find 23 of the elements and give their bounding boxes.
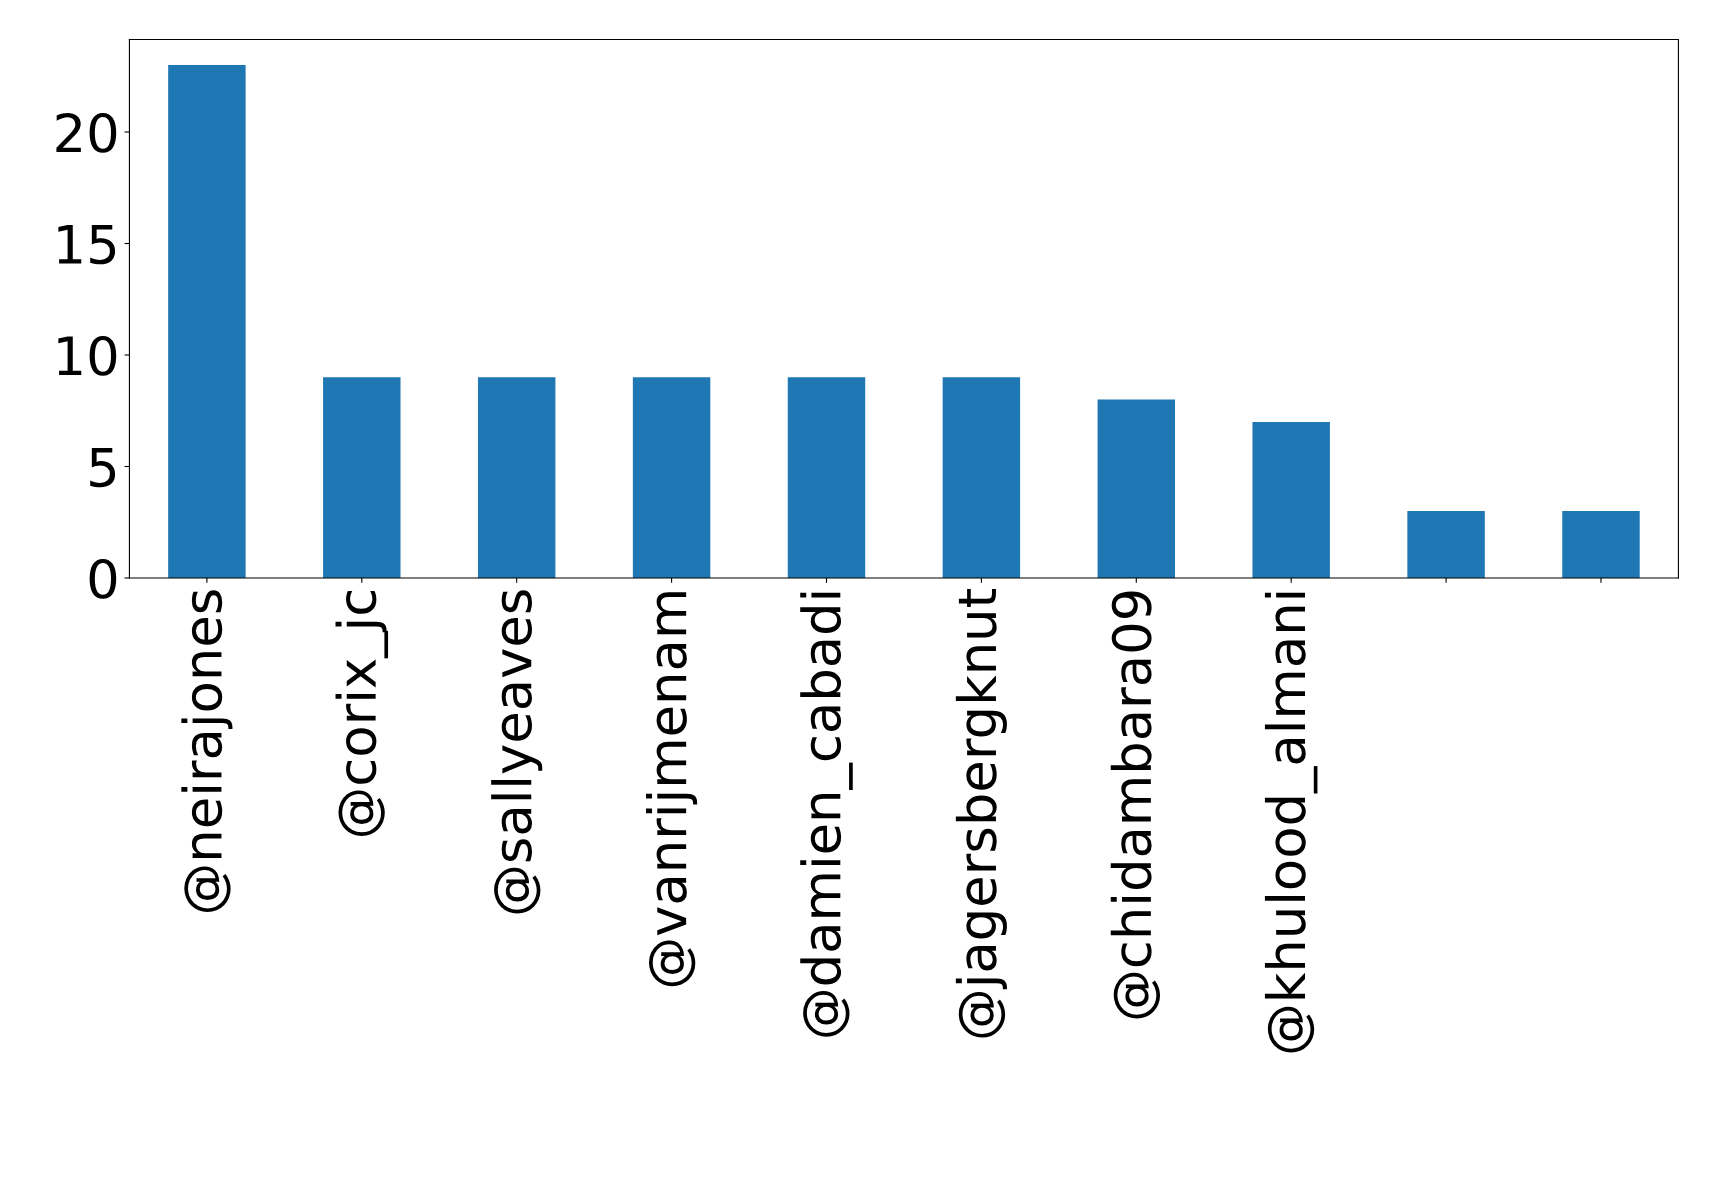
bar [168, 65, 246, 578]
y-tick-label: 20 [56, 112, 117, 153]
x-tick-label: @corix_jc [335, 591, 389, 836]
x-tick-label: @jagersbergknut [955, 588, 1007, 1038]
bar [942, 377, 1021, 578]
x-tick-label: @vanrijmenam [646, 592, 698, 987]
x-tick-label: @sallyeaves [491, 590, 543, 914]
y-tick-label: 10 [58, 335, 117, 376]
x-tick-label: @chidambara09 [1110, 591, 1161, 1019]
x-tick-label: @neirajones [181, 590, 233, 913]
x-tick-label: @damien_cabadi [800, 592, 853, 1037]
bar [1407, 511, 1485, 578]
bar [1252, 421, 1330, 578]
y-tick-label: 15 [58, 225, 116, 265]
y-tick-label: 0 [89, 558, 117, 599]
bar [787, 377, 866, 578]
x-tick-label: @khulood_almani [1264, 592, 1318, 1053]
bar [323, 377, 401, 578]
bar [477, 377, 556, 578]
y-tick-label: 5 [90, 448, 116, 488]
bar [1097, 399, 1176, 578]
bar [1562, 511, 1640, 578]
bar [632, 377, 711, 578]
